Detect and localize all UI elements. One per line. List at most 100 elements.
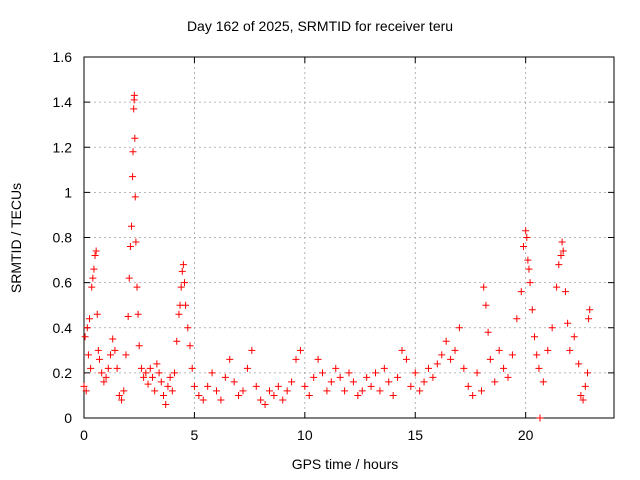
data-point [248, 346, 256, 354]
data-point [130, 91, 138, 99]
data-point [385, 378, 393, 386]
data-point [129, 173, 137, 181]
data-point [164, 382, 172, 390]
data-point [134, 310, 142, 318]
data-point [332, 364, 340, 372]
data-point [168, 387, 176, 395]
data-point [557, 252, 565, 260]
data-point [553, 283, 561, 291]
data-point [131, 193, 139, 201]
data-point [522, 227, 530, 235]
data-point [535, 364, 543, 372]
data-point [372, 369, 379, 377]
data-point [283, 387, 291, 395]
x-tick-label: 5 [191, 427, 199, 443]
data-point [126, 243, 134, 251]
data-point [539, 378, 547, 386]
data-point [129, 148, 137, 156]
data-point [252, 382, 260, 390]
data-point [115, 391, 123, 399]
data-point [398, 346, 406, 354]
data-point [120, 387, 128, 395]
data-point [305, 391, 313, 399]
y-tick-label: 1 [64, 184, 72, 200]
data-point [179, 261, 187, 269]
data-point [109, 335, 117, 343]
data-point [86, 315, 94, 323]
data-point [160, 391, 167, 399]
data-point [88, 283, 96, 291]
data-point [257, 396, 265, 404]
data-point [113, 364, 121, 372]
y-tick-label: 1.6 [53, 49, 73, 65]
y-tick-label: 1.4 [53, 94, 73, 110]
data-point [513, 315, 521, 323]
data-point [180, 279, 188, 287]
data-point [528, 306, 536, 314]
data-point [81, 333, 89, 341]
data-point [217, 396, 225, 404]
data-point [345, 369, 353, 377]
data-point [438, 351, 446, 359]
data-point [199, 396, 207, 404]
data-point [118, 396, 126, 404]
data-point [98, 369, 106, 377]
data-point [153, 360, 161, 368]
data-point [243, 364, 251, 372]
data-point [310, 373, 318, 381]
data-point [480, 283, 488, 291]
data-point [558, 238, 566, 246]
data-point [107, 351, 114, 359]
data-point [416, 387, 424, 395]
x-axis-label: GPS time / hours [291, 456, 399, 472]
y-tick-label: 0 [64, 410, 72, 426]
data-point [125, 274, 133, 282]
data-point [182, 301, 190, 309]
data-point [171, 369, 179, 377]
data-point [500, 364, 508, 372]
data-point [186, 342, 194, 350]
data-point [314, 355, 322, 363]
data-point [166, 373, 174, 381]
data-point [111, 346, 119, 354]
y-tick-label: 0.4 [53, 320, 73, 336]
chart-title: Day 162 of 2025, SRMTID for receiver ter… [186, 18, 454, 34]
data-point [526, 279, 534, 287]
data-point [429, 373, 437, 381]
data-point [559, 247, 567, 255]
data-point [144, 380, 152, 388]
data-point [157, 378, 165, 386]
data-point [190, 382, 198, 390]
data-point [104, 364, 112, 372]
data-point [394, 373, 402, 381]
data-point [155, 369, 163, 377]
data-point [124, 312, 132, 320]
data-point [151, 387, 159, 395]
data-point [469, 391, 477, 399]
data-point [570, 333, 578, 341]
data-point [82, 387, 90, 395]
data-point [544, 346, 552, 354]
data-point [90, 265, 98, 273]
data-point [380, 364, 388, 372]
data-point [575, 360, 583, 368]
data-point [327, 378, 335, 386]
data-point [524, 256, 532, 264]
data-point [230, 378, 238, 386]
data-point [184, 324, 192, 332]
data-point [226, 355, 234, 363]
data-point [508, 351, 516, 359]
data-point [133, 283, 141, 291]
data-point [460, 364, 468, 372]
x-tick-label: 20 [518, 427, 534, 443]
data-point [208, 369, 216, 377]
data-point [178, 267, 186, 275]
data-point [137, 364, 145, 372]
data-point [425, 364, 432, 372]
y-tick-label: 1.2 [53, 139, 73, 155]
data-point [402, 355, 410, 363]
data-point [349, 378, 357, 386]
y-tick-label: 0.8 [53, 230, 73, 246]
data-point [495, 346, 503, 354]
